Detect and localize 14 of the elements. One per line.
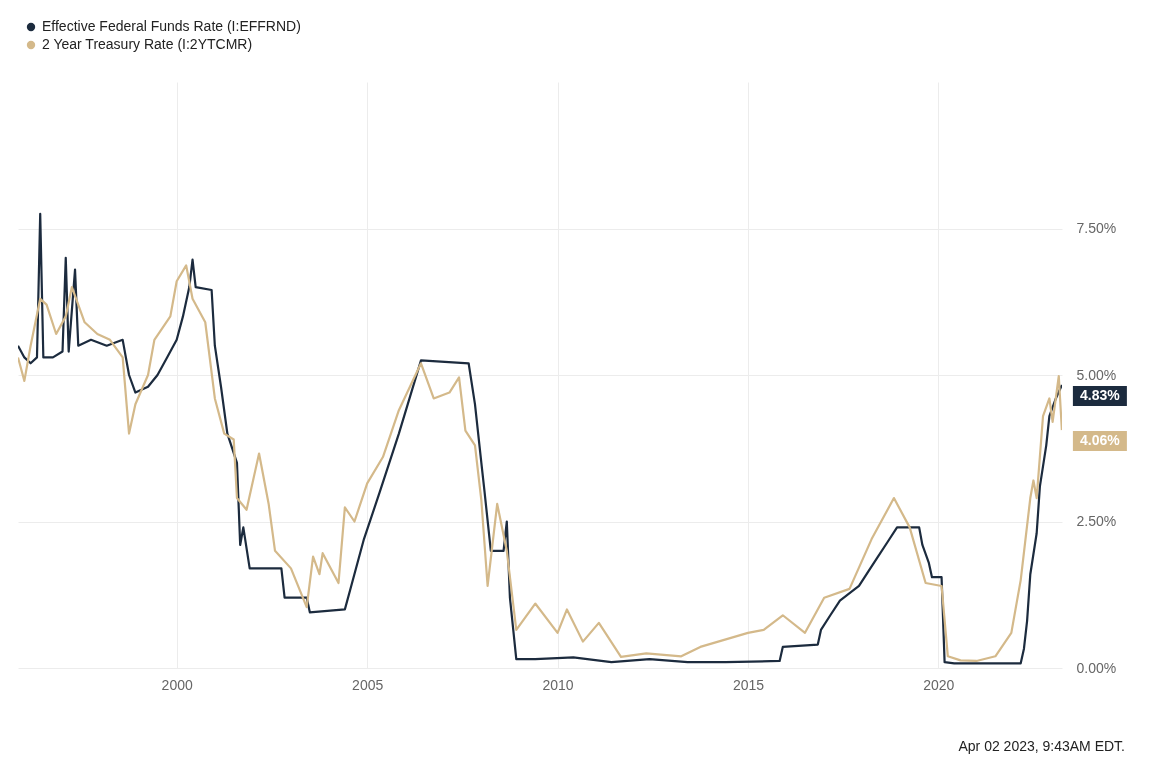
x-tick-label: 2000 (161, 676, 193, 693)
annotation: 4.83% (1080, 386, 1121, 403)
x-tick-label: 2020 (923, 676, 955, 693)
x-tick-label: 2005 (352, 676, 384, 693)
y-tick-label: 5.00% (1076, 366, 1117, 383)
x-tick-label: 2010 (542, 676, 574, 693)
y-tick-label: 2.50% (1076, 513, 1117, 529)
legend-label: Effective Federal Funds Rate (I:EFFRND) (42, 18, 301, 34)
annotation: 4.06% (1080, 432, 1121, 449)
x-tick-label: 2015 (732, 676, 765, 693)
y-tick-label: 7.50% (1076, 220, 1117, 236)
legend-label: 2 Year Treasury Rate (I:2YTCMR) (42, 36, 253, 52)
y-tick-label: 0.00% (1076, 659, 1117, 676)
text: Apr 02 2023, 9:43AM EDT. (958, 738, 1125, 754)
